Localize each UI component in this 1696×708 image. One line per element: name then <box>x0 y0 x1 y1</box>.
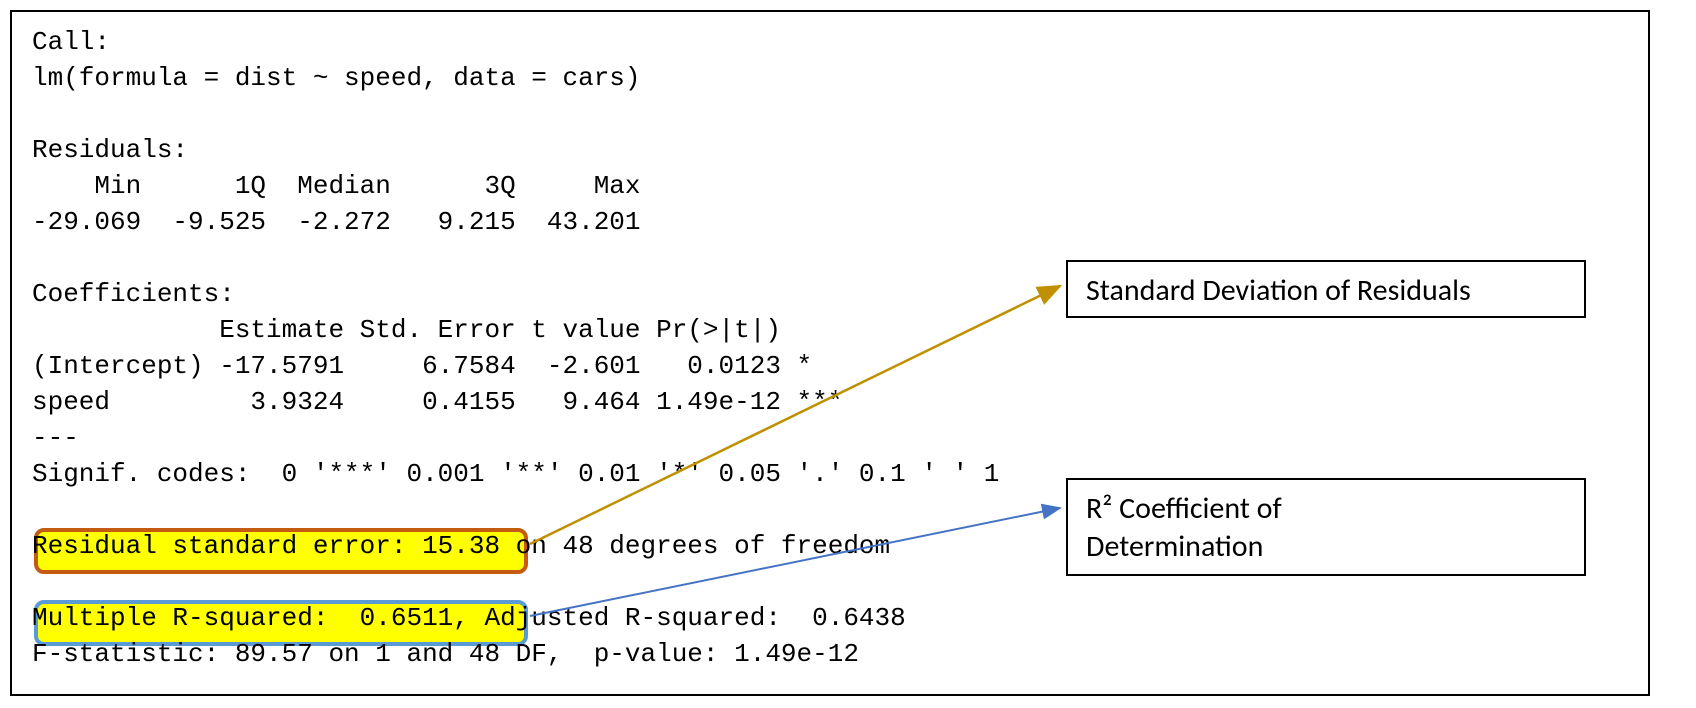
code-output-box: Call: lm(formula = dist ~ speed, data = … <box>10 10 1650 696</box>
code-line-06: -29.069 -9.525 -2.272 9.215 43.201 <box>32 207 656 237</box>
r-console-output: Call: lm(formula = dist ~ speed, data = … <box>32 24 999 672</box>
callout-std-dev-residuals: Standard Deviation of Residuals <box>1066 260 1586 318</box>
callout-std-dev-text: Standard Deviation of Residuals <box>1086 272 1471 309</box>
code-line-02: lm(formula = dist ~ speed, data = cars) <box>32 63 641 93</box>
code-line-05: Min 1Q Median 3Q Max <box>32 171 656 201</box>
code-line-10: (Intercept) -17.5791 6.7584 -2.601 0.012… <box>32 351 843 381</box>
code-line-04: Residuals: <box>32 135 188 165</box>
code-line-01: Call: <box>32 27 110 57</box>
code-line-15: Residual standard error: 15.38 on 48 deg… <box>32 531 890 561</box>
callout-r-squared: R² Coefficient of Determination <box>1066 478 1586 576</box>
code-line-08: Coefficients: <box>32 279 235 309</box>
code-line-18: F-statistic: 89.57 on 1 and 48 DF, p-val… <box>32 639 859 669</box>
code-line-17: Multiple R-squared: 0.6511, Adjusted R-s… <box>32 603 921 633</box>
figure-container: Call: lm(formula = dist ~ speed, data = … <box>0 0 1696 708</box>
code-line-09: Estimate Std. Error t value Pr(>|t|) <box>32 315 843 345</box>
code-line-13: Signif. codes: 0 '***' 0.001 '**' 0.01 '… <box>32 459 999 489</box>
code-line-12: --- <box>32 423 79 453</box>
callout-r-squared-line1: R² Coefficient of <box>1086 490 1282 527</box>
code-line-11: speed 3.9324 0.4155 9.464 1.49e-12 *** <box>32 387 843 417</box>
callout-r-squared-line2: Determination <box>1086 528 1263 565</box>
